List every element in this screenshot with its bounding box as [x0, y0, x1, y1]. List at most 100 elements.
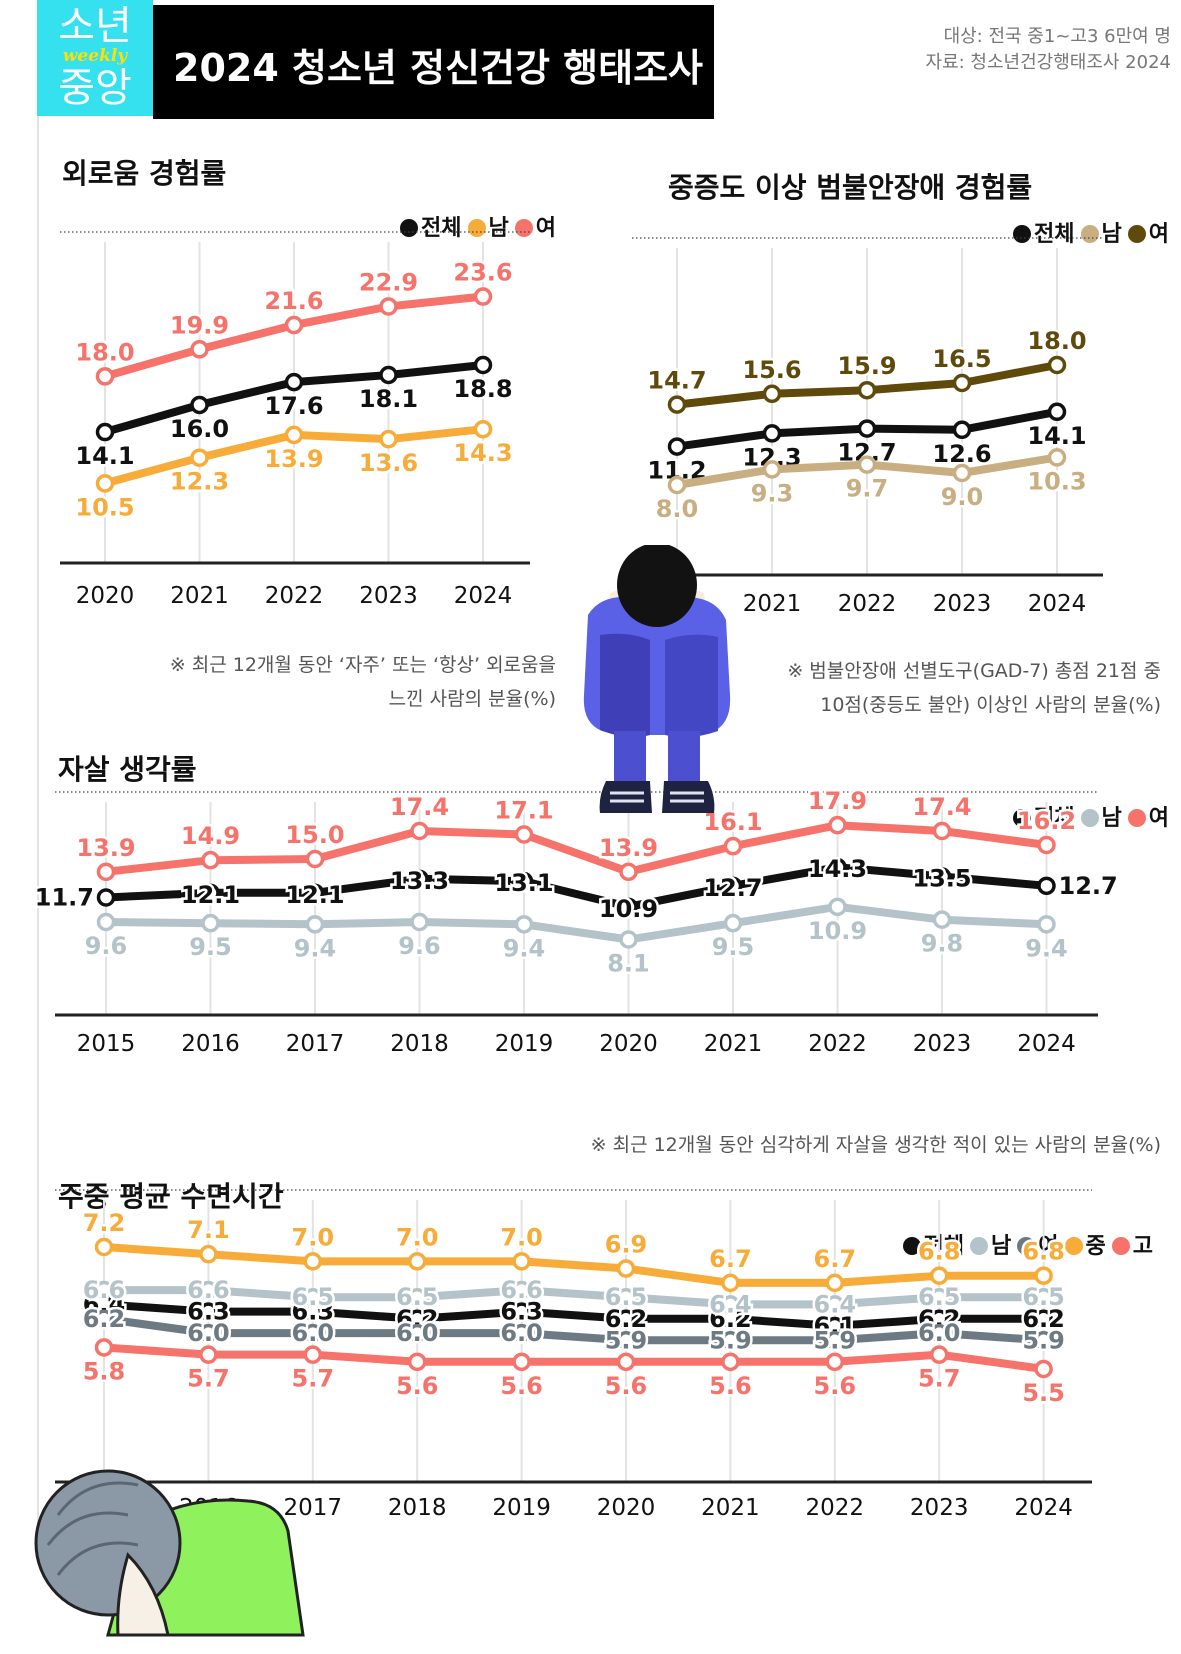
loneliness-note: ※ 최근 12개월 동안 ‘자주’ 또는 ‘항상’ 외로움을 느낀 사람의 분율… — [170, 648, 556, 716]
loneliness-tick-label: 2023 — [359, 583, 418, 609]
sleep-legend-item: 전체 — [902, 1228, 964, 1260]
suicidal-data-label-여: 17.1 — [494, 797, 553, 825]
sleep-data-label-여: 6.0 — [396, 1319, 439, 1347]
sleep-point-고 — [616, 1352, 636, 1372]
sleep-point-고 — [825, 1352, 845, 1372]
sleep-point-전체 — [1034, 1309, 1053, 1329]
logo: 소년 weekly 중앙 — [37, 0, 153, 116]
anxiety-point-남 — [762, 460, 782, 479]
anxiety-point-남 — [857, 455, 877, 474]
anxiety-legend-dot — [1127, 225, 1146, 243]
anxiety-note: ※ 범불안장애 선별도구(GAD-7) 총점 21점 중 10점(중등도 불안)… — [787, 654, 1161, 722]
suicidal-data-label-전체: 12.1 — [181, 881, 240, 909]
sleep-legend-item: 고 — [1111, 1228, 1153, 1260]
anxiety-point-여 — [667, 395, 687, 414]
sleep-tick-label: 2020 — [597, 1495, 656, 1521]
loneliness-point-전체 — [190, 395, 209, 415]
sleep-data-label-고: 5.7 — [918, 1365, 961, 1393]
sleep-point-남 — [407, 1287, 427, 1307]
sleep-series-line-중 — [100, 1243, 1048, 1287]
sleep-point-전체 — [616, 1309, 636, 1329]
sleep-tick-label: 2017 — [284, 1495, 343, 1521]
sleep-legend-dot — [1064, 1237, 1083, 1255]
loneliness-tick-label: 2024 — [454, 583, 513, 609]
anxiety-tick-label: 2022 — [838, 591, 897, 617]
loneliness-point-여 — [95, 367, 115, 386]
anxiety-note-line1: ※ 범불안장애 선별도구(GAD-7) 총점 21점 중 — [787, 660, 1161, 682]
suicidal-note: ※ 최근 12개월 동안 심각하게 자살을 생각한 적이 있는 사람의 분율(%… — [591, 1128, 1161, 1162]
sleep-data-label-남: 6.5 — [918, 1283, 961, 1311]
loneliness-point-남 — [284, 425, 304, 445]
anxiety-data-label-여: 16.5 — [932, 345, 991, 373]
sleep-data-label-고: 5.5 — [1022, 1379, 1065, 1407]
sleep-data-label-전체: 6.2 — [605, 1305, 648, 1333]
suicidal-data-label-남: 9.6 — [398, 932, 441, 960]
sleep-point-중 — [721, 1273, 740, 1293]
anxiety-point-여 — [762, 384, 782, 404]
sleep-point-고 — [1034, 1359, 1053, 1379]
anxiety-data-label-여: 14.7 — [647, 367, 706, 395]
suicidal-point-전체 — [1037, 876, 1056, 896]
suicidal-data-label-전체: 12.7 — [703, 874, 762, 902]
sleep-legend-dot — [970, 1237, 988, 1255]
loneliness-data-label-남: 12.3 — [170, 468, 229, 496]
sleep-point-여 — [303, 1323, 323, 1343]
suicidal-data-label-남: 8.1 — [607, 950, 650, 978]
loneliness-tick-label: 2021 — [170, 583, 229, 609]
suicidal-data-label-여: 13.9 — [599, 834, 658, 862]
suicidal-point-전체 — [96, 888, 116, 907]
suicidal-tick-label: 2018 — [390, 1031, 449, 1057]
suicidal-point-남 — [1037, 915, 1056, 934]
anxiety-legend-label: 여 — [1148, 222, 1169, 247]
anxiety-tick-label: 2024 — [1028, 591, 1087, 617]
loneliness-point-전체 — [95, 422, 115, 442]
sleep-point-여 — [1034, 1331, 1053, 1350]
sleep-point-고 — [303, 1345, 323, 1364]
loneliness-data-label-여: 19.9 — [170, 311, 229, 339]
crouching-teen-illustration — [583, 545, 731, 813]
sleep-tick-label: 2018 — [388, 1495, 447, 1521]
suicidal-point-전체 — [201, 883, 220, 903]
sleep-data-label-고: 5.7 — [292, 1365, 335, 1393]
suicidal-data-label-남: 10.9 — [808, 917, 867, 945]
suicidal-data-label-여: 13.9 — [76, 834, 135, 862]
anxiety-data-label-남: 8.0 — [656, 495, 699, 523]
suicidal-point-남 — [305, 915, 325, 934]
logo-line3: 중앙 — [58, 65, 132, 111]
anxiety-note-line2: 10점(중등도 불안) 이상인 사람의 분율(%) — [820, 694, 1161, 716]
suicidal-point-전체 — [723, 876, 743, 896]
suicidal-point-여 — [514, 825, 534, 844]
suicidal-tick-label: 2020 — [599, 1031, 658, 1057]
anxiety-data-label-여: 15.9 — [837, 352, 896, 380]
loneliness-point-여 — [379, 297, 398, 316]
suicidal-point-전체 — [305, 883, 325, 903]
sleep-legend-label: 고 — [1132, 1234, 1153, 1259]
loneliness-data-label-남: 14.3 — [453, 439, 512, 467]
loneliness-point-남 — [379, 429, 398, 449]
anxiety-point-전체 — [667, 437, 687, 456]
suicidal-legend-dot — [1080, 809, 1099, 827]
sleep-point-남 — [1034, 1287, 1053, 1307]
sleep-data-label-고: 5.6 — [709, 1372, 752, 1400]
suicidal-data-label-전체: 13.1 — [494, 869, 553, 897]
anxiety-legend-label: 전체 — [1034, 222, 1075, 247]
sleep-point-중 — [512, 1252, 531, 1271]
sleep-point-고 — [407, 1352, 427, 1372]
loneliness-point-여 — [473, 287, 493, 306]
sleep-tick-label: 2021 — [701, 1495, 760, 1521]
sleep-data-label-남: 6.4 — [814, 1290, 857, 1318]
suicidal-data-label-남: 9.5 — [712, 933, 755, 961]
loneliness-data-label-전체: 18.8 — [453, 375, 512, 403]
title-bar: 2024 청소년 정신건강 행태조사 — [153, 5, 714, 119]
suicidal-data-label-여: 17.4 — [390, 793, 449, 821]
suicidal-tick-label: 2015 — [77, 1031, 136, 1057]
suicidal-point-여 — [619, 862, 638, 882]
sleep-data-label-중: 7.2 — [83, 1209, 126, 1237]
sleep-point-여 — [616, 1331, 636, 1350]
suicidal-tick-label: 2022 — [808, 1031, 867, 1057]
suicidal-point-전체 — [932, 867, 952, 886]
sleep-series-line-남 — [100, 1286, 1048, 1309]
suicidal-data-label-전체: 14.3 — [808, 855, 867, 883]
sleep-point-전체 — [199, 1302, 218, 1321]
loneliness-title: 외로움 경험률 — [62, 157, 227, 190]
